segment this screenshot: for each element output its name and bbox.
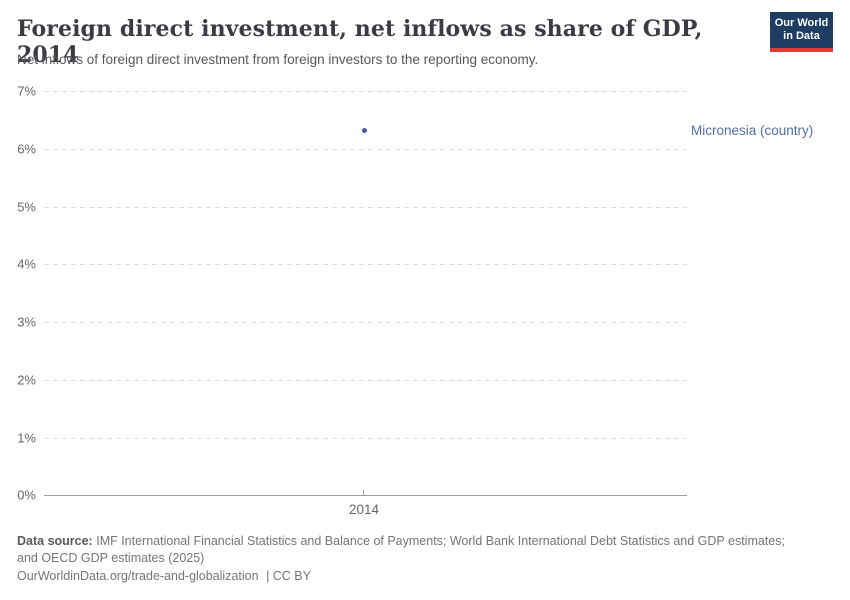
y-tick-label-0: 0% bbox=[17, 487, 36, 503]
gridline-1pct bbox=[44, 438, 687, 439]
gridline-6pct bbox=[44, 149, 687, 150]
gridline-2pct bbox=[44, 380, 687, 381]
gridline-3pct bbox=[44, 322, 687, 323]
y-tick-label-1: 1% bbox=[17, 430, 36, 446]
data-point-micronesia[interactable] bbox=[362, 128, 367, 133]
page-title: Foreign direct investment, net inflows a… bbox=[17, 16, 703, 68]
owid-logo-line2: in Data bbox=[783, 30, 820, 42]
y-tick-label-4: 4% bbox=[17, 256, 36, 272]
data-source-line1: IMF International Financial Statistics a… bbox=[96, 534, 785, 548]
owid-logo-line1: Our World bbox=[774, 17, 829, 29]
x-tick-label: 2014 bbox=[348, 502, 380, 517]
data-source-label: Data source: bbox=[17, 534, 93, 548]
gridline-4pct bbox=[44, 264, 687, 265]
footer-license: | CC BY bbox=[266, 569, 311, 583]
gridline-7pct bbox=[44, 91, 687, 92]
data-source-line2: and OECD GDP estimates (2025) bbox=[17, 550, 205, 565]
x-tick-2014 bbox=[363, 490, 364, 495]
x-axis-line bbox=[44, 495, 687, 496]
footer-data-source: Data source: IMF International Financial… bbox=[17, 533, 829, 566]
y-tick-label-7: 7% bbox=[17, 83, 36, 99]
y-tick-label-5: 5% bbox=[17, 199, 36, 215]
y-tick-label-6: 6% bbox=[17, 141, 36, 157]
owid-logo: Our World in Data bbox=[770, 12, 833, 52]
chart-subtitle: Net inflows of foreign direct investment… bbox=[17, 52, 539, 67]
gridline-5pct bbox=[44, 207, 687, 208]
y-tick-label-3: 3% bbox=[17, 314, 36, 330]
footer-url-link[interactable]: OurWorldinData.org/trade-and-globalizati… bbox=[17, 569, 259, 583]
entity-label-micronesia[interactable]: Micronesia (country) bbox=[691, 123, 814, 138]
footer-license-line: OurWorldinData.org/trade-and-globalizati… bbox=[17, 569, 311, 583]
y-tick-label-2: 2% bbox=[17, 372, 36, 388]
